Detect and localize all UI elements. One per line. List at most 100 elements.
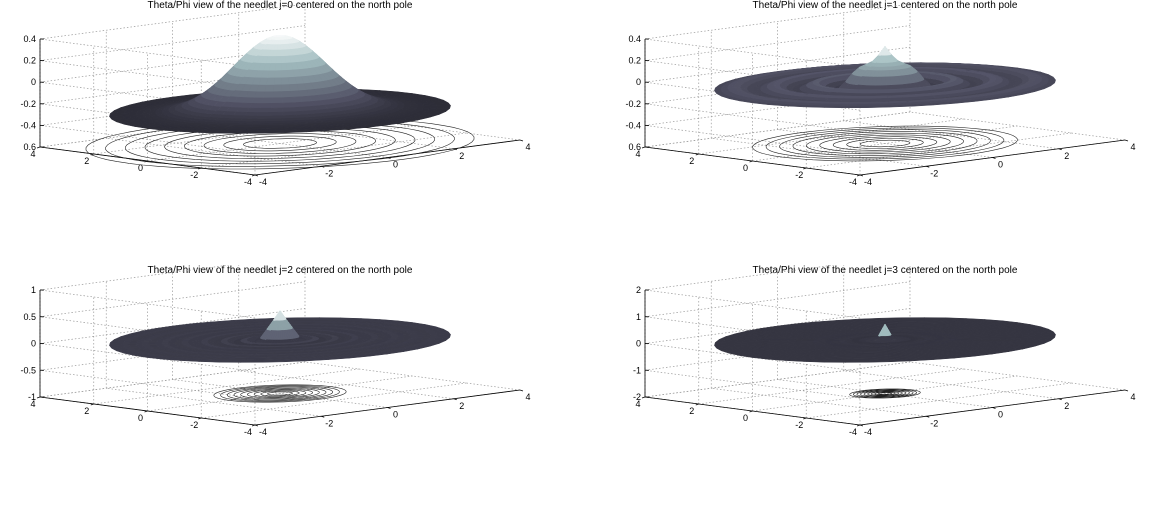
surface-patch <box>443 335 450 338</box>
y-tick-label: 2 <box>84 156 89 166</box>
y-tick-mark <box>37 147 40 148</box>
surface-patch <box>247 108 260 112</box>
x-tick-mark <box>926 166 929 167</box>
surface-patch <box>856 99 873 102</box>
x-tick-mark <box>321 416 324 417</box>
grid-line <box>645 4 910 67</box>
surface-patch <box>262 361 284 362</box>
x-tick-label: 4 <box>525 142 530 152</box>
y-tick-label: -2 <box>190 170 198 180</box>
x-tick-label: 0 <box>393 410 398 420</box>
x-tick-label: -4 <box>864 177 872 187</box>
surface-patch <box>273 92 283 98</box>
y-tick-mark <box>857 175 860 176</box>
grid-line <box>699 119 964 154</box>
y-tick-label: 2 <box>689 406 694 416</box>
y-tick-label: 0 <box>138 413 143 423</box>
surface-patch <box>250 103 262 108</box>
z-tick-label: 0 <box>636 77 641 87</box>
surface-patch <box>262 132 284 133</box>
x-tick-label: 2 <box>1064 151 1069 161</box>
z-tick-label: 1 <box>31 285 36 295</box>
y-tick-label: -2 <box>795 170 803 180</box>
x-tick-label: 2 <box>459 401 464 411</box>
surface-group <box>109 311 450 363</box>
y-tick-label: 2 <box>689 156 694 166</box>
surface-patch <box>263 92 273 98</box>
x-tick-mark <box>1059 399 1062 400</box>
x-tick-mark <box>993 408 996 409</box>
z-tick-label: 0 <box>636 339 641 349</box>
y-tick-label: 0 <box>743 163 748 173</box>
x-tick-mark <box>520 140 523 141</box>
grid-line <box>699 369 964 404</box>
x-tick-mark <box>255 175 258 176</box>
surface-patch <box>243 116 258 119</box>
surface-patch <box>262 98 273 104</box>
x-tick-label: -4 <box>259 177 267 187</box>
z-tick-label: 0.5 <box>23 312 36 322</box>
y-tick-label: 2 <box>84 406 89 416</box>
z-tick-label: 0.4 <box>23 34 36 44</box>
y-tick-mark <box>750 411 753 412</box>
z-tick-label: -1 <box>633 365 641 375</box>
y-tick-label: -4 <box>849 177 857 187</box>
surface-patch <box>443 106 450 109</box>
surface-patch <box>282 108 294 113</box>
y-tick-mark <box>750 161 753 162</box>
x-tick-label: -2 <box>930 418 938 428</box>
surface-patch <box>424 106 431 109</box>
z-tick-label: -0.2 <box>625 99 641 109</box>
surface-patch <box>240 132 263 133</box>
x-tick-mark <box>926 416 929 417</box>
surface-patch <box>266 78 274 85</box>
surface-patch <box>240 362 263 363</box>
surface-patch <box>881 77 886 86</box>
surface-group <box>714 46 1055 108</box>
z-tick-label: -2 <box>633 392 641 402</box>
x-tick-mark <box>1125 390 1128 391</box>
surface-patch <box>219 132 242 133</box>
x-tick-label: 0 <box>998 160 1003 170</box>
y-tick-mark <box>803 418 806 419</box>
x-tick-label: 4 <box>1130 142 1135 152</box>
y-tick-label: -4 <box>849 427 857 437</box>
surface-patch <box>867 90 878 94</box>
z-tick-label: -0.4 <box>20 120 36 130</box>
surface-patch <box>268 71 275 78</box>
surface-patch <box>847 104 869 106</box>
surface-patch <box>260 103 272 108</box>
y-tick-label: -4 <box>244 177 252 187</box>
surface-patch <box>282 103 293 108</box>
y-tick-mark <box>37 397 40 398</box>
z-tick-label: 0.2 <box>628 56 641 66</box>
surface-patch <box>282 91 292 97</box>
surface-patch <box>271 108 283 112</box>
x-tick-mark <box>454 399 457 400</box>
surface-patch <box>430 106 437 109</box>
surface-patch <box>417 336 424 338</box>
y-tick-mark <box>642 397 645 398</box>
surface-patch <box>256 116 270 119</box>
surface-patch <box>276 56 281 63</box>
z-tick-label: -0.5 <box>20 365 36 375</box>
surface-patch <box>858 96 874 99</box>
x-tick-label: -2 <box>930 168 938 178</box>
chart-panel-j0: Theta/Phi view of the needlet j=0 center… <box>0 0 560 240</box>
y-tick-label: -2 <box>190 420 198 430</box>
x-tick-mark <box>860 425 863 426</box>
surface-patch <box>882 71 886 78</box>
x-tick-mark <box>520 390 523 391</box>
surface-patch <box>265 85 274 92</box>
surface-patch <box>437 106 444 109</box>
x-tick-label: 4 <box>1130 392 1135 402</box>
surface-patch <box>714 342 721 345</box>
surface-patch <box>883 63 886 67</box>
surface-patch <box>917 64 937 67</box>
y-tick-label: -2 <box>795 420 803 430</box>
surface-patch <box>281 78 289 85</box>
x-tick-label: -2 <box>325 418 333 428</box>
